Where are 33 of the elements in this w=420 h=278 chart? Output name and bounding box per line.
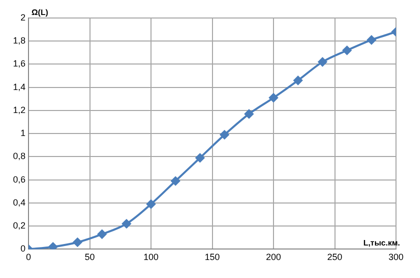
point — [220, 130, 230, 140]
x-tick-label: 250 — [327, 252, 342, 262]
point — [244, 109, 254, 118]
point — [269, 93, 278, 102]
point — [318, 57, 327, 66]
point — [367, 35, 376, 44]
y-tick-label: 0 — [20, 244, 26, 254]
x-axis-title: L,тыс.км. — [363, 238, 400, 248]
y-tick-label: 0,2 — [12, 220, 26, 231]
point — [73, 238, 82, 247]
y-tick-label: 1,8 — [12, 36, 26, 46]
y-tick-label: 1 — [20, 128, 26, 138]
x-tick-label: 100 — [143, 252, 159, 262]
point — [98, 230, 107, 239]
point — [146, 200, 156, 209]
y-tick-label: 1,2 — [12, 104, 26, 115]
x-tick-label: 300 — [388, 252, 404, 262]
y-tick-label: 0,4 — [12, 197, 26, 208]
y-tick-label: 1,6 — [12, 58, 26, 69]
y-tick-label: 0,6 — [12, 174, 26, 184]
point — [342, 46, 352, 55]
y-tick-label: 1,4 — [12, 82, 26, 92]
point — [171, 176, 180, 186]
point — [196, 153, 205, 162]
x-tick-label: 150 — [204, 252, 220, 262]
x-tick-label: 50 — [84, 252, 95, 262]
y-axis-title: Ω(L) — [32, 8, 48, 18]
point — [294, 76, 303, 85]
x-tick-label: 200 — [266, 252, 282, 262]
y-tick-label: 2 — [20, 12, 26, 22]
point — [48, 242, 58, 250]
point — [122, 219, 132, 228]
y-tick-label: 0,8 — [12, 151, 26, 162]
